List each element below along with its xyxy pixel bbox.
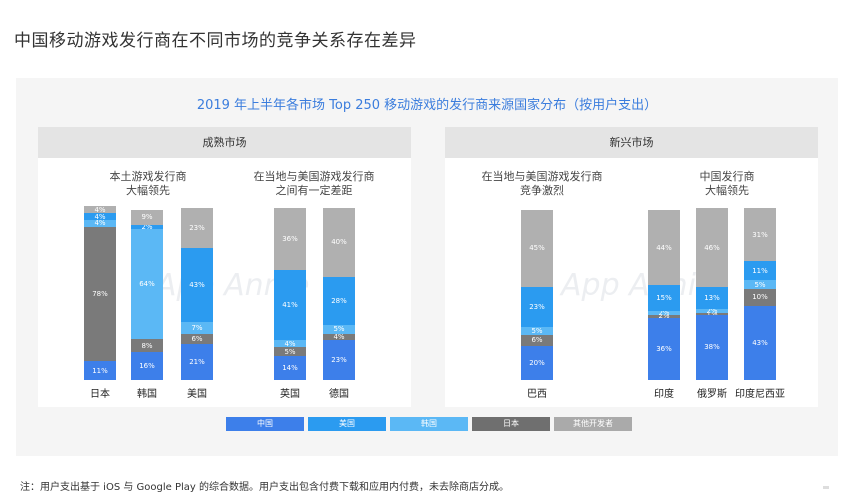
subgroup-title-local-lead: 本土游戏发行商 大幅领先 (109, 170, 187, 197)
bar-segment: 6% (181, 333, 213, 344)
stacked-bar: 36%2%2%15%44% (648, 209, 680, 380)
stacked-bar: 38%1%2%13%46% (696, 208, 728, 380)
bar-segment: 10% (744, 288, 776, 307)
bar-segment: 31% (744, 208, 776, 262)
bar-segment: 4% (323, 333, 355, 341)
bar-segment: 6% (521, 335, 553, 346)
bar-segment: 4% (84, 220, 116, 227)
footnote: 注：用户支出基于 iOS 与 Google Play 的综合数据。用户支出包含付… (20, 482, 510, 493)
bar-segment: 2% (131, 225, 163, 229)
bar-segment: 11% (744, 261, 776, 281)
category-label: 俄罗斯 (697, 389, 727, 400)
bar-segment: 4% (274, 340, 306, 348)
bar-segment: 78% (84, 226, 116, 362)
bar-segment: 44% (648, 209, 680, 286)
bar-segment: 23% (323, 340, 355, 380)
bar-segment: 45% (521, 209, 553, 288)
bar-segment: 5% (274, 347, 306, 356)
stacked-bar: 23% 4% 5% 28% 40% (323, 208, 355, 380)
bar-segment: 2% (648, 311, 680, 315)
group-header-emerging: 新兴市场 (445, 127, 818, 158)
bar-segment: 20% (521, 345, 553, 380)
bar-segment: 14% (274, 355, 306, 380)
watermark: App Annie (561, 268, 715, 303)
bar-segment: 5% (323, 324, 355, 334)
category-label: 巴西 (527, 389, 547, 400)
subgroup-title-us-gap: 在当地与美国游戏发行商 之间有一定差距 (253, 170, 375, 197)
legend-item-korea: 韩国 (390, 417, 468, 431)
bar-segment: 36% (274, 208, 306, 270)
bar-segment: 4% (84, 206, 116, 214)
group-header-mature: 成熟市场 (38, 127, 411, 158)
legend-item-others: 其他开发者 (554, 417, 632, 431)
bar-segment: 1% (696, 312, 728, 315)
bar-segment: 13% (696, 287, 728, 310)
category-label: 韩国 (137, 389, 157, 400)
legend-item-china: 中国 (226, 417, 304, 431)
stacked-bar: 14% 5% 4% 41% 36% (274, 208, 306, 380)
stacked-bar: 11% 78% 4% 4% 4% (84, 206, 116, 380)
page-number (823, 486, 829, 489)
bar-segment: 36% (648, 318, 680, 380)
subgroup-title-china-lead: 中国发行商 大幅领先 (699, 170, 755, 197)
category-label: 印度尼西亚 (735, 389, 785, 400)
bar-segment: 46% (696, 208, 728, 288)
bar-segment: 64% (131, 228, 163, 339)
legend: 中国 美国 韩国 日本 其他开发者 (226, 417, 632, 431)
bar-segment: 41% (274, 269, 306, 341)
bar-segment: 38% (696, 314, 728, 380)
legend-item-usa: 美国 (308, 417, 386, 431)
bar-segment: 2% (696, 309, 728, 313)
bar-segment: 5% (521, 326, 553, 336)
bar-segment: 43% (181, 247, 213, 322)
bar-segment: 4% (84, 213, 116, 221)
bar-segment: 8% (131, 338, 163, 353)
bar-segment: 28% (323, 276, 355, 325)
category-label: 德国 (329, 389, 349, 400)
bar-segment: 21% (181, 343, 213, 380)
bar-segment: 7% (181, 321, 213, 334)
bar-segment: 43% (744, 306, 776, 380)
category-label: 英国 (280, 389, 300, 400)
subgroup-title-brazil: 在当地与美国游戏发行商 竞争激烈 (481, 170, 603, 197)
bar-segment: 2% (648, 314, 680, 319)
chart-title: 2019 年上半年各市场 Top 250 移动游戏的发行商来源国家分布（按用户支… (196, 98, 658, 113)
bar-segment: 23% (521, 287, 553, 327)
bar-segment: 23% (181, 208, 213, 248)
page-title: 中国移动游戏发行商在不同市场的竞争关系存在差异 (14, 31, 417, 51)
category-label: 日本 (90, 389, 110, 400)
bar-segment: 9% (131, 209, 163, 226)
stacked-bar: 16%8%64%2%9% (131, 209, 163, 380)
category-label: 印度 (654, 389, 674, 400)
bar-segment: 15% (648, 285, 680, 312)
bar-segment: 11% (84, 361, 116, 380)
stacked-bar: 20% 6% 5% 23% 45% (521, 209, 553, 380)
chart-panel: 2019 年上半年各市场 Top 250 移动游戏的发行商来源国家分布（按用户支… (16, 78, 838, 456)
stacked-bar: 43% 10% 5% 11% 31% (744, 208, 776, 380)
stacked-bar: 21% 6% 7% 43% 23% (181, 208, 213, 380)
bar-segment: 5% (744, 280, 776, 289)
bar-segment: 40% (323, 208, 355, 277)
category-label: 美国 (187, 389, 207, 400)
legend-item-japan: 日本 (472, 417, 550, 431)
bar-segment: 16% (131, 352, 163, 380)
